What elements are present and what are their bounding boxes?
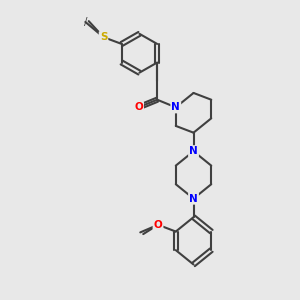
Text: N: N xyxy=(171,102,180,112)
Text: /: / xyxy=(84,17,87,27)
Text: N: N xyxy=(189,146,198,156)
Text: N: N xyxy=(189,194,198,204)
Text: S: S xyxy=(100,32,107,42)
Text: O: O xyxy=(154,220,162,230)
Text: O: O xyxy=(134,102,143,112)
